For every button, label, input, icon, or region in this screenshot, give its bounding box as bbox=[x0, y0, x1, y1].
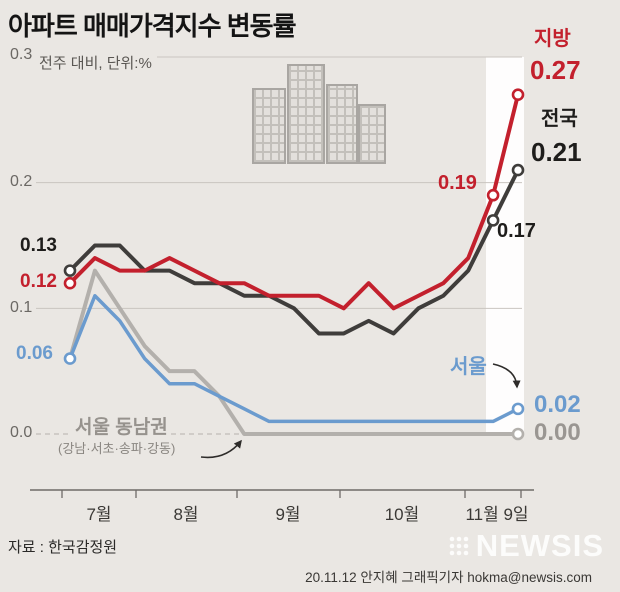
label-jeonguk-start: 0.13 bbox=[20, 235, 57, 256]
y-axis-label: 0.0 bbox=[10, 424, 33, 441]
x-axis-label: 11월 9일 bbox=[465, 505, 529, 524]
newsis-logo-dots-icon bbox=[449, 536, 469, 556]
x-axis-label: 7월 bbox=[86, 505, 112, 524]
x-axis-label: 9월 bbox=[275, 505, 301, 524]
chart-unit-note: 전주 대비, 단위:% bbox=[34, 52, 157, 73]
label-jibang-start: 0.12 bbox=[20, 271, 57, 292]
credit-text: 20.11.12 안지혜 그래픽기자 hokma@newsis.com bbox=[305, 570, 592, 585]
y-axis-label: 0.1 bbox=[10, 299, 33, 316]
y-axis-label: 0.2 bbox=[10, 173, 33, 190]
label-jibang-end: 0.27 bbox=[530, 55, 581, 85]
label-jibang-mid: 0.19 bbox=[438, 172, 477, 194]
chart-layer bbox=[30, 56, 534, 498]
page-title: 아파트 매매가격지수 변동률 bbox=[8, 11, 296, 41]
x-axis-label: 8월 bbox=[173, 505, 199, 524]
series-label-jeonguk: 전국 bbox=[541, 108, 578, 130]
building-icon bbox=[358, 104, 386, 164]
x-axis-label: 10월 bbox=[384, 505, 420, 524]
y-axis-label: 0.3 bbox=[10, 46, 33, 63]
series-label-dongnam: 서울 동남권 bbox=[72, 417, 171, 439]
label-jeonguk-end: 0.21 bbox=[531, 137, 582, 167]
dongnam-arrow bbox=[200, 439, 242, 459]
building-icon bbox=[326, 84, 358, 164]
watermark-text: NEWSIS bbox=[475, 528, 604, 563]
series-label-seoul: 서울 bbox=[450, 356, 487, 378]
building-icon bbox=[252, 88, 286, 164]
label-jeonguk-mid: 0.17 bbox=[497, 220, 536, 242]
label-dongnam-sub: (강남·서초·송파·강동) bbox=[56, 441, 178, 457]
newsis-watermark: NEWSIS bbox=[448, 528, 604, 564]
seoul-arrow bbox=[492, 363, 521, 389]
label-seoul-start: 0.06 bbox=[16, 343, 53, 364]
source-text: 자료 : 한국감정원 bbox=[8, 539, 118, 556]
series-label-jibang: 지방 bbox=[534, 28, 571, 50]
building-icon bbox=[287, 64, 325, 164]
label-dongnam-end: 0.00 bbox=[534, 419, 581, 446]
label-seoul-end: 0.02 bbox=[534, 391, 581, 418]
